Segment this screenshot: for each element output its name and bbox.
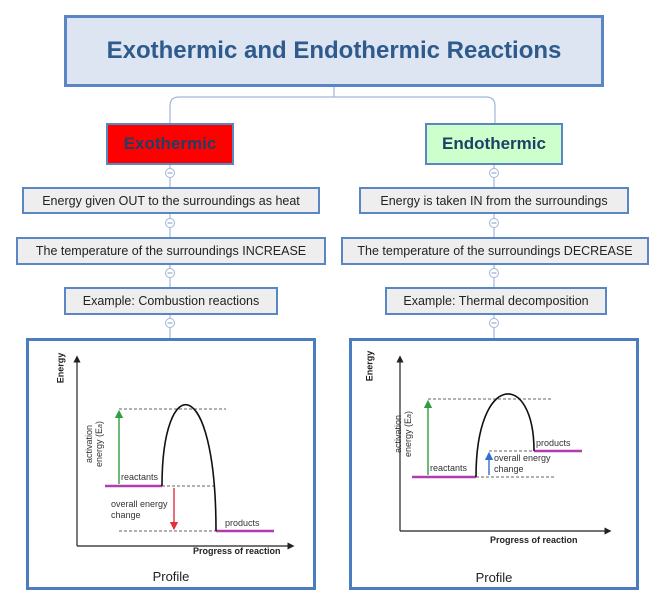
exo-y-axis-label: Energy <box>55 352 66 384</box>
endo-node-energy[interactable]: Energy is taken IN from the surroundings <box>359 187 629 214</box>
exo-y-axis-label-wrap: Energy <box>55 349 73 393</box>
endo-reaction-curve <box>475 393 535 478</box>
endo-reactants-label: reactants <box>430 463 468 473</box>
endo-x-axis-label: Progress of reaction <box>490 535 578 545</box>
exo-node-temperature[interactable]: The temperature of the surroundings INCR… <box>16 237 326 265</box>
endo-activation-line1: activation <box>393 414 403 454</box>
endo-node-temperature[interactable]: The temperature of the surroundings DECR… <box>341 237 649 265</box>
exo-node-energy-text: Energy given OUT to the surroundings as … <box>42 193 300 208</box>
exo-overall-line1: overall energy <box>111 499 168 509</box>
exo-diagram-card[interactable]: Energy Progress of reaction activation e… <box>26 338 316 590</box>
endothermic-label: Endothermic <box>442 134 546 153</box>
endo-diagram-card[interactable]: Energy Progress of reaction activation e… <box>349 338 639 590</box>
endo-products-label: products <box>536 438 571 448</box>
endo-overall-line1: overall energy <box>494 453 551 463</box>
endo-activation-label: activation energy (Ea) <box>388 391 430 471</box>
endo-caption: Profile <box>475 570 513 585</box>
exo-node-energy[interactable]: Energy given OUT to the surroundings as … <box>22 187 320 214</box>
endo-activation-line2: energy (Ea) <box>403 411 413 457</box>
exo-node-example[interactable]: Example: Combustion reactions <box>64 287 278 315</box>
exo-overall-label: overall energy change <box>111 499 168 521</box>
exo-products-label: products <box>225 518 260 528</box>
endo-overall-label: overall energy change <box>494 453 551 475</box>
endo-node-temperature-text: The temperature of the surroundings DECR… <box>357 244 633 258</box>
exo-node-temperature-text: The temperature of the surroundings INCR… <box>35 244 307 258</box>
endo-node-example-text: Example: Thermal decomposition <box>403 294 589 308</box>
exo-reactants-label: reactants <box>121 472 159 482</box>
exo-reaction-curve <box>161 403 217 532</box>
exothermic-branch[interactable]: Exothermic <box>106 123 234 165</box>
exo-activation-line1: activation <box>84 424 94 464</box>
endo-energy-profile <box>396 355 612 535</box>
exo-overall-line2: change <box>111 510 141 520</box>
endo-y-axis-label: Energy <box>364 350 375 382</box>
exo-activation-label: activation energy (Ea) <box>79 401 121 481</box>
endo-y-axis-label-wrap: Energy <box>364 347 382 391</box>
endo-overall-line2: change <box>494 464 524 474</box>
endothermic-branch[interactable]: Endothermic <box>425 123 563 165</box>
exo-node-example-text: Example: Combustion reactions <box>82 294 260 308</box>
endo-node-example[interactable]: Example: Thermal decomposition <box>385 287 607 315</box>
exo-caption: Profile <box>152 569 190 584</box>
central-topic[interactable]: Exothermic and Endothermic Reactions <box>64 15 604 87</box>
exo-activation-line2: energy (Ea) <box>94 421 104 467</box>
exo-x-axis-label: Progress of reaction <box>193 546 281 556</box>
page-title: Exothermic and Endothermic Reactions <box>106 37 562 64</box>
endo-node-energy-text: Energy is taken IN from the surroundings <box>380 193 608 208</box>
exo-energy-profile <box>73 355 295 550</box>
exothermic-label: Exothermic <box>123 134 217 153</box>
